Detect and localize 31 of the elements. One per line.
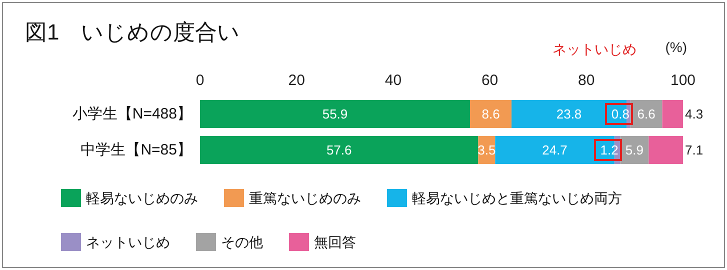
data-label: 4.3 bbox=[685, 106, 704, 122]
data-label: 6.6 bbox=[637, 106, 656, 122]
x-tick-label: 0 bbox=[196, 72, 204, 89]
bar bbox=[648, 136, 683, 164]
data-label: 7.1 bbox=[685, 142, 704, 158]
legend-label: 重篤ないじめのみ bbox=[249, 190, 361, 206]
text: ネットいじめ bbox=[552, 41, 636, 57]
bar bbox=[662, 100, 683, 128]
data-label: 24.7 bbox=[542, 142, 568, 158]
bar bbox=[470, 100, 512, 128]
legend-label: 無回答 bbox=[314, 234, 356, 250]
bar bbox=[200, 136, 478, 164]
x-tick-label: 80 bbox=[578, 72, 595, 89]
bar bbox=[200, 100, 470, 128]
legend-label: ネットいじめ bbox=[86, 234, 170, 250]
legend-label: 軽易ないじめのみ bbox=[86, 190, 198, 206]
y-tick-label: 中学生【N=85】 bbox=[80, 142, 192, 158]
data-label: 57.6 bbox=[326, 142, 352, 158]
x-tick-label: 40 bbox=[384, 72, 402, 89]
x-tick-label: 20 bbox=[288, 72, 305, 89]
text: (%) bbox=[665, 39, 688, 55]
x-tick-label: 60 bbox=[481, 72, 498, 89]
x-tick-label: 100 bbox=[670, 72, 696, 89]
data-label: 23.8 bbox=[556, 106, 582, 122]
legend-label: 軽易ないじめと重篤ないじめ両方 bbox=[412, 190, 622, 206]
legend-label: その他 bbox=[221, 234, 263, 250]
chart-title: 図1 いじめの度合い bbox=[25, 20, 240, 44]
data-label: 8.6 bbox=[482, 106, 500, 122]
data-label: 55.9 bbox=[322, 106, 348, 122]
y-tick-label: 小学生【N=488】 bbox=[72, 106, 192, 122]
data-label: 5.9 bbox=[625, 142, 644, 158]
